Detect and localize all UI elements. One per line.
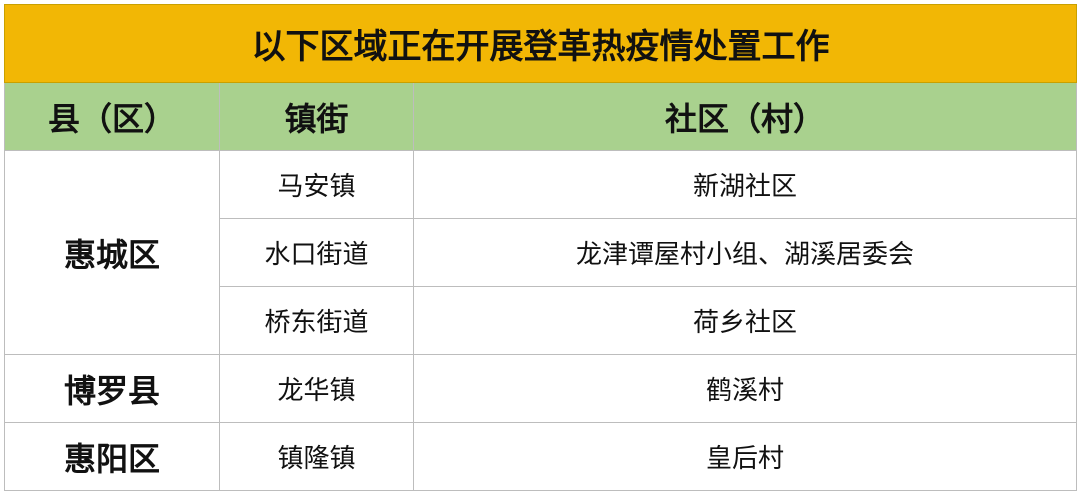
- community-cell: 鹤溪村: [413, 354, 1077, 423]
- town-cell: 桥东街道: [219, 286, 414, 355]
- header-county: 县（区）: [4, 82, 220, 151]
- community-cell: 皇后村: [413, 422, 1077, 491]
- table-row: 桥东街道 荷乡社区: [5, 286, 1077, 355]
- header-community: 社区（村）: [413, 82, 1077, 151]
- town-cell: 龙华镇: [219, 354, 414, 423]
- county-cell: 惠城区: [4, 150, 220, 355]
- title-row: 以下区域正在开展登革热疫情处置工作: [4, 4, 1077, 83]
- town-cell: 马安镇: [219, 150, 414, 219]
- table-row: 惠城区 马安镇 新湖社区: [4, 150, 1077, 355]
- dengue-area-table: 以下区域正在开展登革热疫情处置工作 县（区） 镇街 社区（村） 惠城区 马安镇 …: [4, 4, 1077, 491]
- header-town: 镇街: [219, 82, 414, 151]
- county-cell: 博罗县: [4, 354, 220, 423]
- table-row: 惠阳区 镇隆镇 皇后村: [4, 422, 1077, 491]
- community-cell: 龙津谭屋村小组、湖溪居委会: [413, 218, 1077, 287]
- community-cell: 荷乡社区: [413, 286, 1077, 355]
- table-row: 博罗县 龙华镇 鹤溪村: [4, 354, 1077, 423]
- county-cell: 惠阳区: [4, 422, 220, 491]
- town-cell: 水口街道: [219, 218, 414, 287]
- table-row: 水口街道 龙津谭屋村小组、湖溪居委会: [5, 218, 1077, 287]
- table-title: 以下区域正在开展登革热疫情处置工作: [4, 4, 1077, 83]
- community-cell: 新湖社区: [413, 150, 1077, 219]
- town-cell: 镇隆镇: [219, 422, 414, 491]
- header-row: 县（区） 镇街 社区（村）: [4, 82, 1077, 151]
